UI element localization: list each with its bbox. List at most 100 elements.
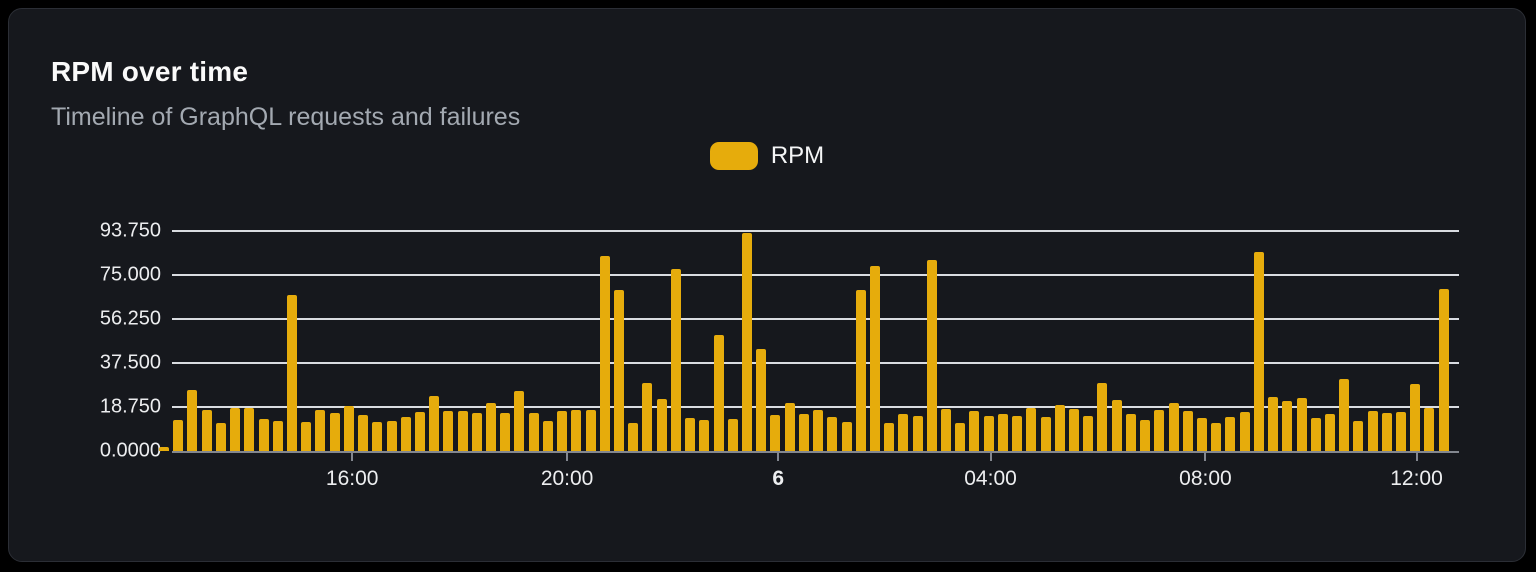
bar[interactable] bbox=[500, 413, 511, 451]
bar[interactable] bbox=[827, 417, 838, 451]
x-axis-tick bbox=[777, 453, 780, 461]
bar[interactable] bbox=[343, 405, 354, 451]
bar[interactable] bbox=[1282, 401, 1293, 451]
bar[interactable] bbox=[727, 418, 738, 451]
bar[interactable] bbox=[1182, 411, 1193, 451]
bar[interactable] bbox=[471, 413, 482, 451]
bar[interactable] bbox=[614, 289, 624, 451]
bar[interactable] bbox=[1396, 412, 1407, 451]
bar[interactable] bbox=[386, 420, 397, 451]
bar[interactable] bbox=[1125, 413, 1136, 451]
bar[interactable] bbox=[1012, 416, 1023, 451]
bar[interactable] bbox=[315, 410, 326, 451]
bar[interactable] bbox=[1026, 407, 1037, 451]
bar[interactable] bbox=[784, 402, 795, 451]
bar[interactable] bbox=[301, 422, 312, 451]
bar[interactable] bbox=[699, 419, 710, 451]
bar[interactable] bbox=[187, 390, 198, 451]
bar[interactable] bbox=[1083, 415, 1094, 451]
bar[interactable] bbox=[372, 422, 383, 451]
gridline bbox=[172, 362, 1459, 364]
bar[interactable] bbox=[1054, 405, 1065, 451]
bar[interactable] bbox=[1211, 422, 1222, 451]
bar[interactable] bbox=[1111, 399, 1122, 451]
bar[interactable] bbox=[272, 420, 283, 451]
bar[interactable] bbox=[713, 335, 724, 451]
bar[interactable] bbox=[585, 410, 596, 451]
bar[interactable] bbox=[1140, 419, 1151, 451]
bar[interactable] bbox=[685, 417, 696, 451]
bar[interactable] bbox=[1168, 402, 1179, 451]
bar[interactable] bbox=[1154, 410, 1165, 451]
bar[interactable] bbox=[414, 412, 425, 451]
bar[interactable] bbox=[983, 415, 994, 451]
bar[interactable] bbox=[1438, 288, 1449, 451]
gridline bbox=[172, 230, 1459, 232]
bar[interactable] bbox=[429, 395, 440, 451]
bar[interactable] bbox=[1353, 420, 1364, 451]
bar[interactable] bbox=[258, 418, 269, 451]
bar[interactable] bbox=[1424, 408, 1435, 451]
bar[interactable] bbox=[244, 408, 255, 451]
bar[interactable] bbox=[969, 411, 980, 451]
bar[interactable] bbox=[514, 390, 525, 451]
bar[interactable] bbox=[741, 233, 752, 451]
x-axis-tick bbox=[351, 453, 354, 461]
bar[interactable] bbox=[656, 399, 667, 451]
bar[interactable] bbox=[813, 409, 824, 451]
bar[interactable] bbox=[528, 413, 539, 451]
bar[interactable] bbox=[884, 422, 895, 451]
bar[interactable] bbox=[1268, 397, 1279, 451]
bar[interactable] bbox=[1310, 417, 1321, 451]
x-axis-label: 6 bbox=[772, 467, 785, 490]
bar[interactable] bbox=[941, 408, 952, 451]
bar[interactable] bbox=[542, 420, 553, 451]
bar[interactable] bbox=[1339, 379, 1350, 451]
bar[interactable] bbox=[358, 414, 369, 451]
bar[interactable] bbox=[400, 417, 411, 451]
bar[interactable] bbox=[898, 413, 909, 451]
bar[interactable] bbox=[997, 413, 1008, 451]
bar[interactable] bbox=[855, 289, 866, 451]
bar[interactable] bbox=[1381, 413, 1392, 451]
bar[interactable] bbox=[571, 410, 582, 451]
bar[interactable] bbox=[329, 413, 340, 451]
bar[interactable] bbox=[670, 268, 681, 451]
bar[interactable] bbox=[912, 416, 923, 451]
bar[interactable] bbox=[869, 266, 880, 451]
bar[interactable] bbox=[215, 423, 226, 451]
bar[interactable] bbox=[1196, 417, 1207, 451]
bar[interactable] bbox=[1296, 397, 1307, 451]
bar[interactable] bbox=[798, 413, 809, 451]
bar[interactable] bbox=[1253, 251, 1264, 451]
bar[interactable] bbox=[642, 383, 653, 451]
bar[interactable] bbox=[457, 411, 468, 451]
bar[interactable] bbox=[1225, 417, 1236, 451]
bar[interactable] bbox=[201, 409, 212, 451]
bar[interactable] bbox=[173, 420, 184, 451]
bar[interactable] bbox=[1324, 413, 1335, 451]
bar[interactable] bbox=[955, 423, 966, 451]
bar[interactable] bbox=[770, 414, 781, 451]
bar[interactable] bbox=[1097, 383, 1108, 451]
bar[interactable] bbox=[557, 411, 568, 451]
bar[interactable] bbox=[486, 402, 497, 451]
bar[interactable] bbox=[1410, 384, 1421, 451]
y-axis-label: 56.250 bbox=[99, 307, 161, 330]
bar[interactable] bbox=[443, 411, 454, 451]
bar[interactable] bbox=[159, 447, 169, 451]
bar[interactable] bbox=[926, 259, 937, 451]
bar[interactable] bbox=[756, 348, 767, 451]
legend-label-rpm[interactable]: RPM bbox=[770, 142, 825, 169]
legend-swatch-rpm[interactable] bbox=[709, 142, 758, 170]
bar[interactable] bbox=[841, 422, 852, 451]
bar[interactable] bbox=[1040, 417, 1051, 451]
bar[interactable] bbox=[628, 422, 639, 451]
bar[interactable] bbox=[230, 408, 241, 451]
bar[interactable] bbox=[1367, 411, 1378, 451]
bar[interactable] bbox=[1239, 412, 1250, 451]
bar[interactable] bbox=[286, 294, 297, 451]
bar[interactable] bbox=[1069, 409, 1079, 451]
bar[interactable] bbox=[599, 255, 610, 451]
